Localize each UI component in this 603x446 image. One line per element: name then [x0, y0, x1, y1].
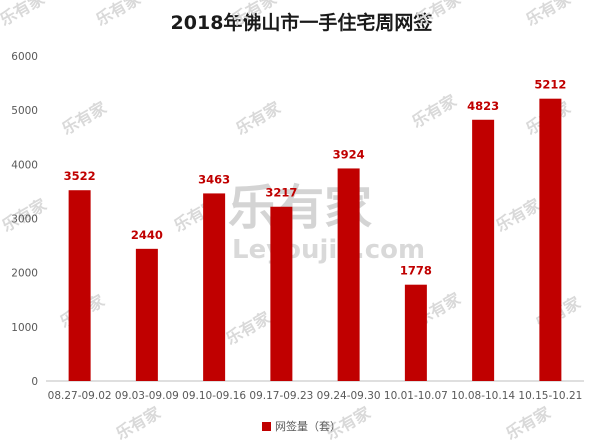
bar: [203, 193, 226, 381]
watermark-text: 乐有家: [223, 308, 275, 349]
x-tick-label: 09.10-09.16: [182, 390, 246, 402]
bar-series: [68, 98, 562, 382]
x-tick-label: 10.01-10.07: [384, 390, 448, 402]
watermark-text: 乐有家: [523, 0, 575, 29]
data-label: 4823: [467, 99, 499, 113]
watermark-text: 乐有家: [409, 91, 461, 132]
legend-swatch: [262, 421, 271, 431]
y-tick-label: 6000: [11, 51, 38, 63]
data-label: 3924: [333, 147, 365, 161]
watermark-url: Leyoujia.com: [232, 235, 425, 265]
y-tick-label: 4000: [11, 159, 38, 171]
data-label: 3217: [265, 186, 297, 200]
watermark-text: 乐有家: [233, 98, 285, 139]
bar: [472, 119, 495, 382]
bar: [68, 190, 91, 381]
y-tick-label: 1000: [11, 322, 38, 334]
watermark-text: 乐有家: [413, 0, 465, 29]
watermark-text: 乐有家: [229, 0, 281, 29]
chart-title: 2018年佛山市一手住宅周网签: [170, 12, 433, 34]
data-label: 5212: [534, 78, 566, 92]
watermark-text: 乐有家: [93, 0, 145, 29]
y-axis: 0 1000 2000 3000 4000 5000 6000: [11, 51, 38, 388]
x-axis: 08.27-09.02 09.03-09.09 09.10-09.16 09.17-0…: [46, 380, 584, 402]
y-tick-label: 3000: [11, 214, 38, 226]
data-label: 3463: [198, 172, 230, 186]
legend-label: 网签量（套）: [275, 420, 341, 433]
bar: [135, 248, 158, 381]
x-tick-label: 10.08-10.14: [451, 390, 515, 402]
watermark-text: 乐有家: [493, 195, 545, 236]
y-tick-label: 0: [31, 376, 38, 388]
x-tick-label: 08.27-09.02: [48, 390, 112, 402]
x-tick-label: 09.17-09.23: [249, 390, 313, 402]
data-label: 3522: [64, 169, 96, 183]
bar: [539, 98, 562, 381]
bar: [270, 206, 293, 381]
data-label: 2440: [131, 228, 163, 242]
bar: [404, 284, 427, 381]
y-tick-label: 5000: [11, 105, 38, 117]
data-label-layer: 3522 2440 3463 3217 3924 1778 4823 5212: [64, 78, 567, 278]
x-tick-label: 09.03-09.09: [115, 390, 179, 402]
watermark-text: 乐有家: [59, 98, 111, 139]
x-tick-label: 10.15-10.21: [518, 390, 582, 402]
x-tick-label: 09.24-09.30: [317, 390, 381, 402]
data-label: 1778: [400, 264, 432, 278]
legend: 网签量（套）: [0, 418, 603, 434]
y-tick-label: 2000: [11, 268, 38, 280]
bar: [337, 168, 360, 381]
watermark-text: 乐有家: [0, 0, 48, 29]
